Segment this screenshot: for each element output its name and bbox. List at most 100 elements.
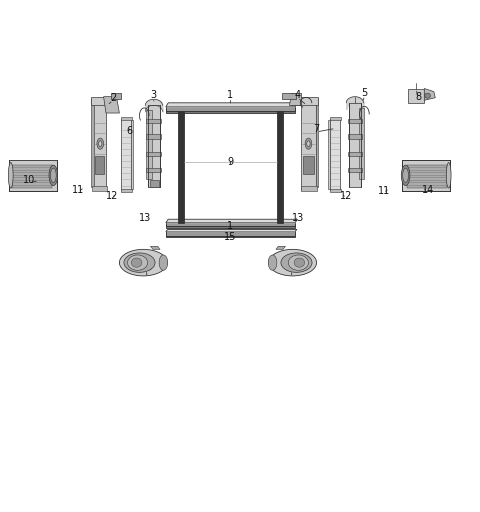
Polygon shape (166, 231, 295, 236)
Polygon shape (92, 185, 107, 190)
Polygon shape (277, 112, 283, 223)
Text: 2: 2 (110, 93, 116, 103)
Polygon shape (424, 89, 435, 100)
Polygon shape (151, 246, 160, 249)
Polygon shape (146, 135, 160, 139)
Text: 4: 4 (294, 90, 300, 100)
Polygon shape (348, 135, 362, 139)
Polygon shape (91, 97, 113, 105)
Text: 3: 3 (151, 90, 157, 100)
Text: 10: 10 (24, 176, 36, 185)
Polygon shape (359, 108, 364, 179)
Ellipse shape (8, 162, 13, 188)
Ellipse shape (120, 249, 167, 276)
Polygon shape (330, 117, 340, 120)
Polygon shape (146, 119, 160, 123)
Ellipse shape (50, 168, 56, 182)
Polygon shape (178, 112, 183, 223)
Polygon shape (166, 226, 295, 228)
Polygon shape (12, 180, 52, 183)
Ellipse shape (281, 253, 312, 272)
Polygon shape (408, 89, 424, 103)
Polygon shape (166, 219, 298, 223)
Text: 8: 8 (415, 92, 421, 102)
Polygon shape (289, 93, 301, 105)
Polygon shape (407, 175, 447, 178)
Polygon shape (121, 119, 131, 189)
Polygon shape (348, 119, 362, 123)
Polygon shape (327, 120, 330, 188)
Text: 13: 13 (139, 212, 151, 223)
Ellipse shape (401, 165, 410, 185)
Polygon shape (131, 120, 133, 188)
Polygon shape (276, 246, 286, 249)
Ellipse shape (132, 258, 142, 267)
Ellipse shape (98, 141, 102, 146)
Polygon shape (301, 98, 316, 189)
Ellipse shape (425, 93, 431, 98)
Text: 1: 1 (228, 221, 233, 231)
Ellipse shape (268, 255, 277, 270)
Text: 7: 7 (313, 124, 320, 134)
Text: 13: 13 (292, 212, 304, 223)
Polygon shape (121, 188, 132, 191)
Polygon shape (12, 169, 52, 173)
Polygon shape (93, 98, 106, 189)
Text: 11: 11 (72, 185, 84, 195)
Ellipse shape (446, 162, 451, 188)
Polygon shape (166, 107, 295, 112)
Polygon shape (407, 169, 447, 173)
Polygon shape (301, 185, 317, 190)
Ellipse shape (269, 249, 317, 276)
Ellipse shape (305, 138, 312, 150)
Polygon shape (148, 105, 160, 187)
Polygon shape (166, 103, 298, 107)
Text: 6: 6 (126, 126, 132, 136)
Text: 15: 15 (224, 231, 237, 242)
Polygon shape (104, 97, 120, 113)
Ellipse shape (288, 255, 309, 270)
Polygon shape (303, 157, 314, 174)
Ellipse shape (49, 165, 58, 185)
Polygon shape (292, 97, 318, 105)
Text: 11: 11 (377, 186, 390, 196)
Polygon shape (330, 188, 340, 191)
Polygon shape (166, 229, 297, 231)
Polygon shape (166, 223, 295, 226)
Polygon shape (12, 164, 52, 167)
Polygon shape (316, 99, 319, 187)
Polygon shape (166, 236, 295, 237)
Polygon shape (150, 180, 158, 187)
Ellipse shape (97, 138, 104, 150)
Polygon shape (407, 164, 447, 167)
Polygon shape (146, 111, 152, 179)
Text: 9: 9 (228, 157, 233, 166)
Polygon shape (407, 185, 447, 188)
Text: 5: 5 (361, 88, 368, 98)
Polygon shape (349, 103, 361, 187)
Polygon shape (348, 153, 362, 157)
Polygon shape (330, 119, 339, 189)
Text: 1: 1 (228, 90, 233, 100)
Polygon shape (12, 185, 52, 188)
Polygon shape (348, 167, 362, 172)
Text: 17: 17 (286, 262, 298, 272)
Polygon shape (282, 93, 296, 99)
Ellipse shape (307, 141, 310, 146)
Polygon shape (146, 153, 160, 157)
Text: 14: 14 (421, 185, 434, 195)
Text: 12: 12 (340, 191, 352, 201)
Polygon shape (402, 160, 450, 190)
Polygon shape (121, 117, 132, 120)
Polygon shape (95, 157, 104, 174)
Ellipse shape (128, 255, 148, 270)
Polygon shape (9, 160, 57, 190)
Ellipse shape (403, 168, 408, 182)
Polygon shape (91, 99, 94, 187)
Text: 16: 16 (141, 262, 153, 272)
Polygon shape (111, 93, 121, 99)
Ellipse shape (294, 258, 305, 267)
Ellipse shape (159, 255, 168, 270)
Text: 12: 12 (106, 191, 118, 201)
Polygon shape (12, 175, 52, 178)
